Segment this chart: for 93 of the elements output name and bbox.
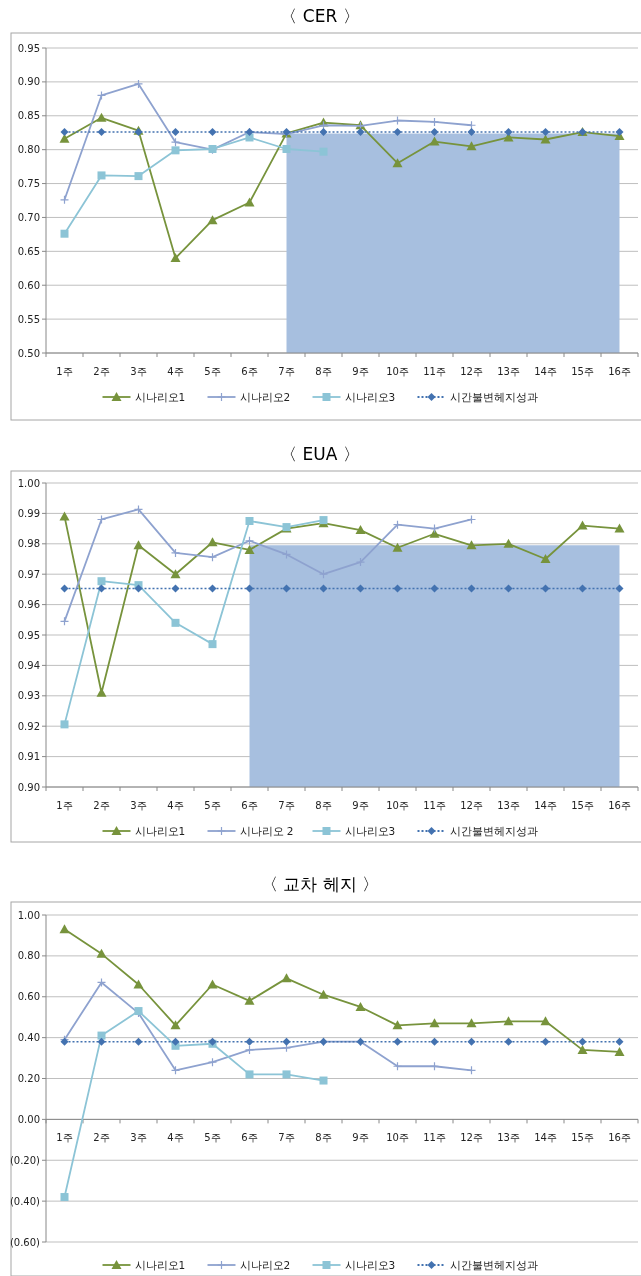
y-tick-label: 0.50 xyxy=(17,347,40,359)
x-tick-label: 16주 xyxy=(608,800,631,811)
y-tick-label: 0.94 xyxy=(17,659,40,671)
legend-label: 시간불변헤지성과 xyxy=(449,391,538,403)
x-tick-label: 6주 xyxy=(241,1132,258,1144)
legend-label: 시나리오2 xyxy=(239,391,291,403)
legend-label: 시간불변헤지성과 xyxy=(449,825,538,837)
x-tick-label: 13주 xyxy=(497,1132,520,1144)
y-tick-label: 0.98 xyxy=(17,538,40,550)
x-tick-label: 3주 xyxy=(130,800,147,811)
legend-label: 시나리오3 xyxy=(344,1259,396,1271)
x-tick-label: 15주 xyxy=(571,366,594,377)
x-tick-label: 11주 xyxy=(423,366,446,377)
x-tick-label: 7주 xyxy=(278,800,295,811)
x-tick-label: 6주 xyxy=(241,366,258,377)
x-tick-label: 13주 xyxy=(497,800,520,811)
legend-label: 시나리오2 xyxy=(239,1259,291,1271)
y-tick-label: 0.60 xyxy=(17,279,40,291)
chart-title: 〈 교차 헤지 〉 xyxy=(260,874,380,894)
y-tick-label: (0.20) xyxy=(9,1154,41,1166)
y-tick-label: 0.90 xyxy=(17,781,40,793)
x-tick-label: 9주 xyxy=(352,800,369,811)
legend-label: 시나리오 2 xyxy=(239,825,294,837)
y-tick-label: 0.55 xyxy=(17,313,40,325)
y-tick-label: 0.00 xyxy=(17,1113,40,1125)
x-tick-label: 8주 xyxy=(315,800,332,811)
x-tick-label: 14주 xyxy=(534,800,557,811)
x-tick-label: 1주 xyxy=(56,366,73,377)
y-tick-label: (0.60) xyxy=(9,1236,41,1248)
legend-label: 시간불변헤지성과 xyxy=(449,1259,538,1271)
x-tick-label: 10주 xyxy=(386,366,409,377)
chart-title: 〈 CER 〉 xyxy=(280,6,360,26)
x-tick-label: 8주 xyxy=(315,1132,332,1144)
y-tick-label: 0.91 xyxy=(17,751,40,763)
x-tick-label: 16주 xyxy=(608,366,631,377)
x-tick-label: 12주 xyxy=(460,1132,483,1144)
y-tick-label: 0.65 xyxy=(17,245,40,257)
x-tick-label: 14주 xyxy=(534,366,557,377)
y-tick-label: 0.95 xyxy=(17,42,40,54)
y-tick-label: 0.20 xyxy=(17,1073,40,1084)
x-tick-label: 7주 xyxy=(278,1132,295,1144)
x-tick-label: 4주 xyxy=(167,366,184,377)
legend-label: 시나리오1 xyxy=(134,391,186,403)
x-tick-label: 2주 xyxy=(93,1132,110,1144)
legend-label: 시나리오1 xyxy=(134,1259,186,1271)
x-tick-label: 11주 xyxy=(423,1132,446,1144)
y-tick-label: 0.93 xyxy=(17,690,40,702)
y-tick-label: 0.97 xyxy=(17,568,40,580)
y-tick-label: 0.85 xyxy=(17,110,40,122)
x-tick-label: 5주 xyxy=(204,1132,221,1144)
x-tick-label: 10주 xyxy=(386,1132,409,1144)
y-tick-label: 0.96 xyxy=(17,599,40,611)
x-tick-label: 7주 xyxy=(278,366,295,377)
y-tick-label: 0.80 xyxy=(17,950,40,962)
legend-label: 시나리오3 xyxy=(344,391,396,403)
x-tick-label: 16주 xyxy=(608,1132,631,1144)
x-tick-label: 12주 xyxy=(460,800,483,811)
y-tick-label: 0.90 xyxy=(17,76,40,88)
y-tick-label: 1.00 xyxy=(17,477,40,489)
x-tick-label: 12주 xyxy=(460,366,483,377)
x-tick-label: 1주 xyxy=(56,1132,73,1144)
y-tick-label: 0.92 xyxy=(17,720,40,732)
x-tick-label: 4주 xyxy=(167,800,184,811)
x-tick-label: 5주 xyxy=(204,800,221,811)
y-tick-label: 0.40 xyxy=(17,1032,40,1044)
y-tick-label: 0.95 xyxy=(17,629,40,641)
y-tick-label: 0.80 xyxy=(17,144,40,156)
x-tick-label: 4주 xyxy=(167,1132,184,1144)
x-tick-label: 3주 xyxy=(130,366,147,377)
legend-label: 시나리오3 xyxy=(344,825,396,837)
x-tick-label: 2주 xyxy=(93,366,110,377)
x-tick-label: 3주 xyxy=(130,1132,147,1144)
y-tick-label: 0.70 xyxy=(17,211,40,223)
x-tick-label: 6주 xyxy=(241,800,258,811)
y-tick-label: 0.60 xyxy=(17,991,40,1003)
x-tick-label: 10주 xyxy=(386,800,409,811)
y-tick-label: 0.99 xyxy=(17,507,40,519)
x-tick-label: 9주 xyxy=(352,1132,369,1144)
x-tick-label: 5주 xyxy=(204,366,221,377)
y-tick-label: 0.75 xyxy=(17,178,40,190)
x-tick-label: 9주 xyxy=(352,366,369,377)
x-tick-label: 14주 xyxy=(534,1132,557,1144)
x-tick-label: 15주 xyxy=(571,1132,594,1144)
x-tick-label: 2주 xyxy=(93,800,110,811)
y-tick-label: (0.40) xyxy=(9,1195,41,1207)
chart-title: 〈 EUA 〉 xyxy=(280,444,360,464)
y-tick-label: 1.00 xyxy=(17,909,40,921)
x-tick-label: 13주 xyxy=(497,366,520,377)
x-tick-label: 8주 xyxy=(315,366,332,377)
x-tick-label: 1주 xyxy=(56,800,73,811)
legend-label: 시나리오1 xyxy=(134,825,186,837)
x-tick-label: 11주 xyxy=(423,800,446,811)
x-tick-label: 15주 xyxy=(571,800,594,811)
